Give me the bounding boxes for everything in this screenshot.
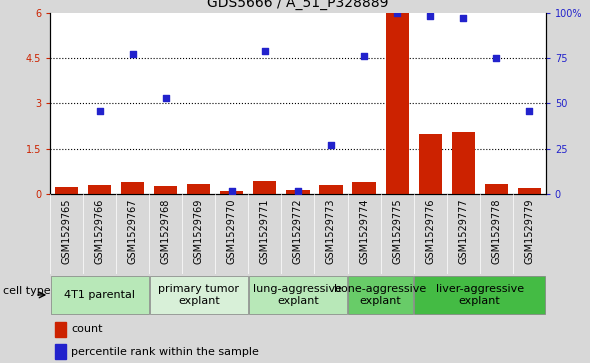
Bar <box>88 184 112 194</box>
Bar <box>253 180 277 194</box>
Text: count: count <box>71 325 103 334</box>
Point <box>227 188 237 193</box>
Bar <box>187 184 211 194</box>
Point <box>458 15 468 21</box>
Point <box>260 48 270 54</box>
Text: GSM1529765: GSM1529765 <box>62 198 71 264</box>
Bar <box>484 184 508 194</box>
Text: GSM1529778: GSM1529778 <box>491 198 501 264</box>
Text: liver-aggressive
explant: liver-aggressive explant <box>435 284 524 306</box>
Point <box>161 95 171 101</box>
Text: lung-aggressive
explant: lung-aggressive explant <box>254 284 342 306</box>
Text: GSM1529776: GSM1529776 <box>425 198 435 264</box>
Point <box>128 52 137 57</box>
Text: percentile rank within the sample: percentile rank within the sample <box>71 347 259 357</box>
Bar <box>385 13 409 194</box>
Text: GSM1529767: GSM1529767 <box>128 198 137 264</box>
Point <box>525 108 534 114</box>
Bar <box>55 187 78 194</box>
Point <box>491 55 501 61</box>
Bar <box>451 132 475 194</box>
Text: GSM1529779: GSM1529779 <box>525 198 534 264</box>
Text: GSM1529769: GSM1529769 <box>194 198 204 264</box>
Text: GSM1529771: GSM1529771 <box>260 198 270 264</box>
Text: GSM1529773: GSM1529773 <box>326 198 336 264</box>
Text: GSM1529766: GSM1529766 <box>95 198 104 264</box>
Bar <box>121 182 145 194</box>
Bar <box>220 191 244 194</box>
Text: GSM1529775: GSM1529775 <box>392 198 402 264</box>
Bar <box>55 344 66 359</box>
Text: bone-aggressive
explant: bone-aggressive explant <box>335 284 427 306</box>
Bar <box>55 322 66 337</box>
Text: 4T1 parental: 4T1 parental <box>64 290 135 300</box>
Text: GSM1529774: GSM1529774 <box>359 198 369 264</box>
Point <box>359 53 369 59</box>
Text: primary tumor
explant: primary tumor explant <box>158 284 240 306</box>
Point <box>95 108 104 114</box>
Point <box>326 142 336 148</box>
FancyBboxPatch shape <box>348 276 413 314</box>
Point <box>425 13 435 19</box>
Text: GSM1529768: GSM1529768 <box>161 198 171 264</box>
FancyBboxPatch shape <box>414 276 545 314</box>
Text: cell type: cell type <box>2 286 50 296</box>
Bar <box>517 188 541 194</box>
Text: GSM1529772: GSM1529772 <box>293 198 303 264</box>
Bar <box>319 184 343 194</box>
Point <box>293 188 303 193</box>
FancyBboxPatch shape <box>249 276 347 314</box>
FancyBboxPatch shape <box>51 276 149 314</box>
Bar <box>154 186 178 194</box>
Bar <box>418 134 442 194</box>
Point <box>392 10 402 16</box>
FancyBboxPatch shape <box>150 276 248 314</box>
Text: GSM1529777: GSM1529777 <box>458 198 468 264</box>
Text: GSM1529770: GSM1529770 <box>227 198 237 264</box>
Bar <box>352 182 376 194</box>
Bar <box>286 189 310 194</box>
Title: GDS5666 / A_51_P328889: GDS5666 / A_51_P328889 <box>207 0 389 10</box>
